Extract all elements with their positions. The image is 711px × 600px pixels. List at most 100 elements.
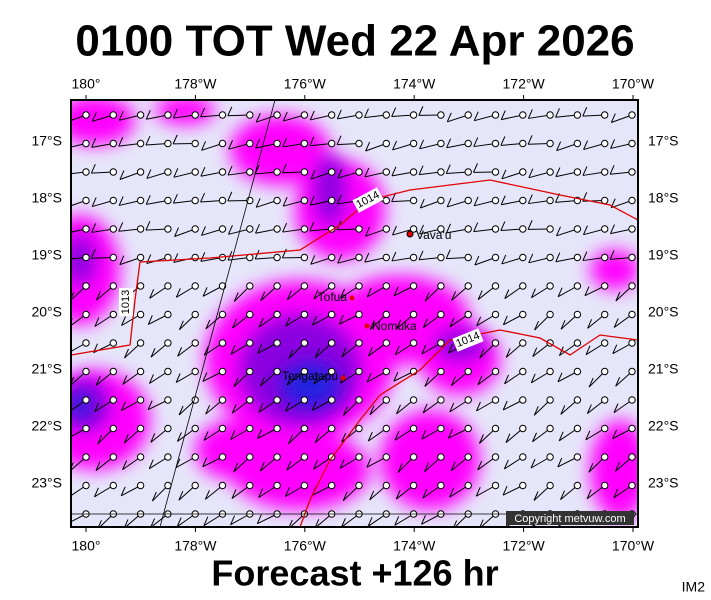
barb-station — [164, 139, 172, 148]
barb-feather — [475, 401, 481, 412]
barb-station — [409, 111, 418, 119]
barb-station — [328, 424, 336, 433]
barb-feather — [260, 376, 265, 387]
barb-station — [300, 396, 309, 404]
barb-station — [355, 168, 363, 176]
barb-station — [355, 367, 363, 376]
barb-station — [300, 310, 309, 319]
barb-feather — [424, 377, 430, 387]
barb-station — [491, 367, 500, 376]
barb-feather — [612, 429, 618, 440]
isobar — [379, 329, 638, 396]
barb-station — [355, 453, 363, 461]
barb-station — [437, 225, 445, 233]
barb-feather — [147, 315, 153, 325]
barb-feather — [177, 347, 183, 357]
barb-station — [109, 168, 118, 176]
barb-station — [382, 310, 390, 319]
barb-feather — [479, 519, 484, 527]
barb-station — [628, 111, 636, 119]
barb-feather — [311, 401, 317, 411]
barb-feather — [258, 317, 264, 328]
barb-station — [136, 282, 145, 290]
latitude-label: 23°S — [31, 475, 62, 491]
latitude-label: 18°S — [648, 190, 679, 206]
footer: Forecast +126 hr — [211, 553, 498, 594]
barb-station — [300, 225, 309, 233]
barb-station — [573, 253, 582, 262]
barb-feather — [255, 138, 261, 149]
barb-station — [382, 396, 390, 404]
barb-station — [601, 282, 609, 290]
barb-station — [382, 196, 390, 205]
latitude-label: 21°S — [648, 361, 679, 377]
barb-feather — [446, 223, 451, 234]
barb-feather — [255, 198, 261, 208]
barb-station — [164, 453, 172, 461]
longitude-label: 172°W — [503, 538, 546, 554]
barb-station — [464, 396, 472, 404]
barb-station — [300, 424, 309, 433]
barb-station — [355, 139, 363, 148]
barb-station — [491, 225, 500, 233]
place-dot — [364, 323, 370, 329]
barb-station — [546, 453, 554, 461]
barb-station — [491, 139, 500, 148]
barb-feather — [585, 345, 591, 355]
barb-station — [437, 481, 445, 490]
barb-feather — [500, 136, 506, 146]
barb-station — [300, 453, 309, 461]
barb-feather — [453, 520, 458, 527]
barb-feather — [505, 348, 511, 358]
barb-station — [273, 282, 281, 290]
barb-feather — [418, 250, 424, 261]
barb-station — [136, 196, 145, 205]
barb-feather — [309, 136, 315, 147]
barb-feather — [503, 459, 509, 470]
barb-station — [300, 168, 309, 176]
barb-station — [273, 481, 281, 490]
barb-feather — [312, 315, 317, 326]
barb-feather — [500, 110, 506, 120]
barb-station — [573, 424, 582, 433]
barb-feather — [172, 108, 178, 119]
barb-station — [218, 453, 227, 461]
barb-station — [546, 481, 554, 490]
barb-station — [109, 367, 118, 376]
barb-station — [382, 339, 390, 347]
copyright-box — [506, 511, 634, 525]
barb-feather — [204, 490, 210, 500]
longitude-label: 180° — [72, 538, 101, 554]
barb-feather — [336, 194, 342, 205]
latitude-label: 17°S — [648, 133, 679, 149]
barb-feather — [451, 291, 457, 301]
barb-station — [601, 339, 609, 347]
barb-feather — [583, 140, 589, 150]
barb-station — [628, 396, 636, 404]
barb-station — [164, 424, 172, 433]
barb-feather — [257, 344, 263, 354]
barb-feather — [342, 406, 348, 416]
barb-feather — [95, 461, 101, 471]
barb-feather — [560, 490, 566, 500]
longitude-label: 170°W — [612, 538, 655, 554]
barb-station — [109, 339, 118, 347]
barb-feather — [369, 405, 375, 415]
barb-station — [491, 111, 500, 119]
place-dot — [340, 375, 346, 381]
barb-feather — [260, 291, 266, 301]
date-line — [159, 100, 276, 527]
barb-feather — [175, 288, 181, 298]
barb-feather — [178, 405, 184, 416]
barb-feather — [173, 168, 179, 178]
barb-feather — [445, 164, 451, 174]
barb-feather — [95, 290, 101, 301]
barb-station — [601, 225, 609, 233]
longitude-label: 178°W — [174, 76, 217, 92]
barb-feather — [421, 515, 426, 525]
barb-feather — [505, 433, 511, 443]
barb-station — [218, 424, 227, 433]
longitude-label: 174°W — [393, 76, 436, 92]
barb-station — [464, 168, 472, 176]
barb-feather — [421, 429, 427, 440]
